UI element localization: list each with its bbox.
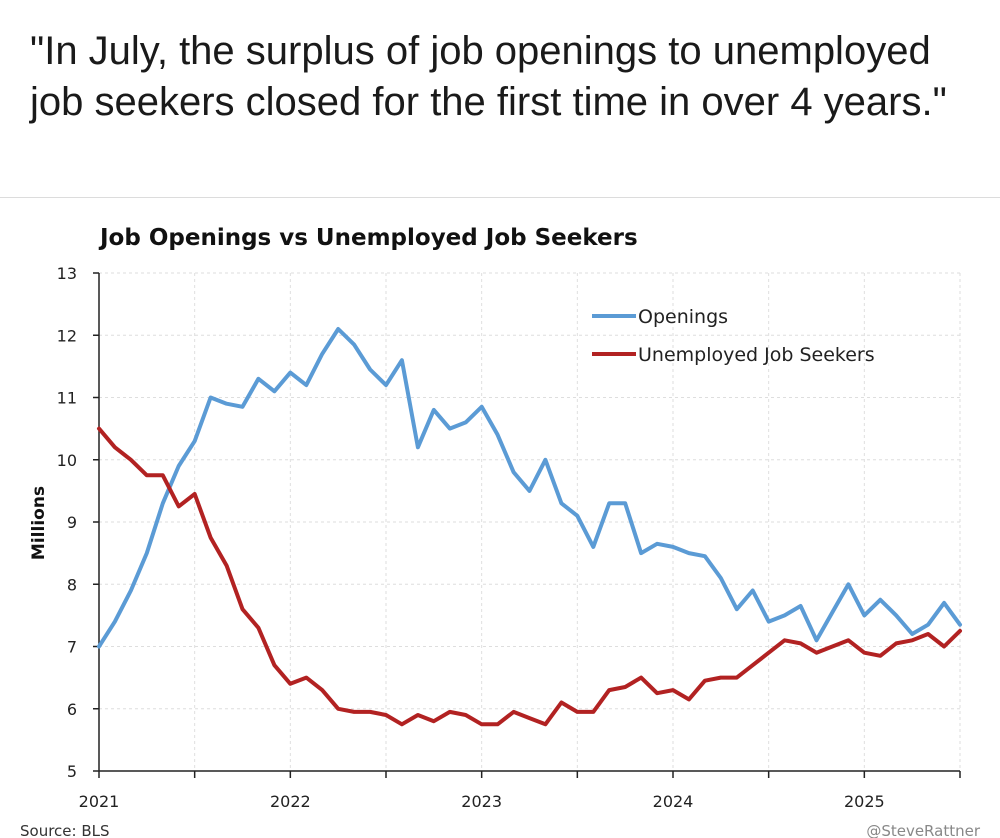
legend-label-openings: Openings [638,306,728,328]
y-tick-label: 13 [57,264,77,283]
credit-handle: @SteveRattner [866,822,981,838]
x-tick-label: 2022 [270,792,311,811]
y-tick-label: 8 [67,575,77,594]
axes: 5 6 7 8 9 10 11 12 13 2021 2022 2023 2024 2025 [57,264,961,811]
divider [0,197,1000,198]
x-tick-label: 2025 [844,792,885,811]
y-tick-label: 12 [57,326,77,345]
chart-title: Job Openings vs Unemployed Job Seekers [98,225,638,251]
y-axis-label: Millions [29,486,49,560]
y-tick-label: 9 [67,513,77,532]
grid [99,272,961,771]
legend: Openings Unemployed Job Seekers [592,306,875,366]
x-tick-label: 2023 [461,792,502,811]
y-tick-label: 10 [57,451,77,470]
legend-label-unemployed-job-seekers: Unemployed Job Seekers [638,344,875,366]
series-line-unemployed-job-seekers [97,426,962,727]
post-text: "In July, the surplus of job openings to… [30,29,947,124]
chart: Job Openings vs Unemployed Job Seekers M… [20,225,981,838]
y-tick-label: 6 [67,700,77,719]
x-tick-label: 2024 [653,792,694,811]
series-line-openings [97,327,962,649]
y-tick-label: 5 [67,762,77,781]
y-tick-label: 7 [67,638,77,657]
x-tick-label: 2021 [79,792,120,811]
y-tick-label: 11 [57,389,77,408]
series [97,327,962,727]
source-note: Source: BLS [20,822,110,838]
